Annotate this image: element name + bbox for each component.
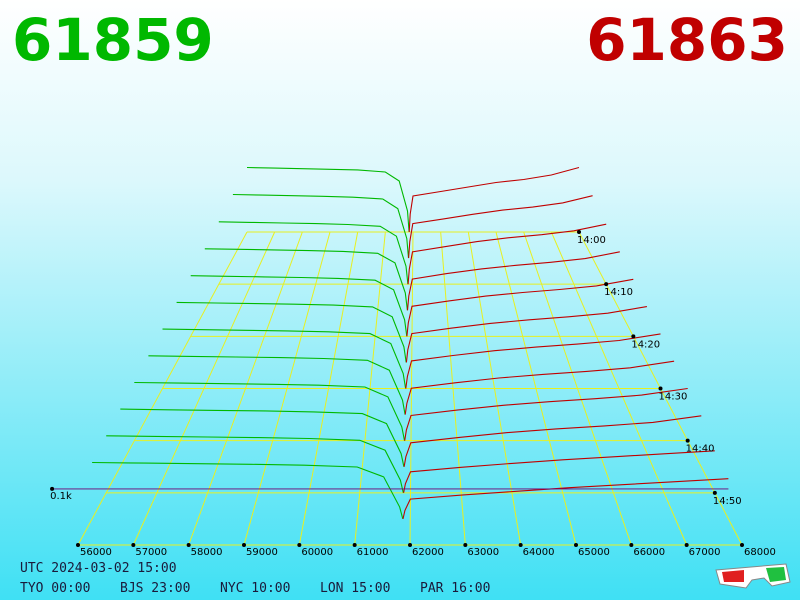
bid-depth-line <box>218 221 409 285</box>
bid-depth-line <box>134 381 406 441</box>
x-tick-label: 63000 <box>467 547 499 558</box>
x-tick-label: 58000 <box>191 547 223 558</box>
bid-depth-line <box>162 328 407 389</box>
3d-glasses-icon <box>715 563 791 589</box>
bid-depth-line <box>232 193 410 259</box>
labels: 56000 57000 58000 59000 60000 61000 62000 63000… <box>50 230 776 558</box>
tick-mark <box>740 543 744 547</box>
tick-mark <box>658 386 663 391</box>
t-tick-label: 14:40 <box>686 444 715 455</box>
tick-mark <box>50 486 55 491</box>
t-tick-label: 14:10 <box>604 287 633 298</box>
ask-price: 61863 <box>586 6 788 74</box>
tick-mark <box>352 543 357 547</box>
zone-time: PAR 16:00 <box>420 581 490 596</box>
tick-mark <box>463 543 468 547</box>
utc-time: UTC 2024-03-02 15:00 <box>20 561 177 576</box>
tick-mark <box>408 543 412 547</box>
ask-depth-line <box>404 387 688 441</box>
ask-depth-line <box>404 360 675 415</box>
tick-mark <box>604 282 609 287</box>
tick-mark <box>577 230 581 234</box>
ask-depth-line <box>405 333 661 389</box>
x-tick-label: 60000 <box>301 547 333 558</box>
x-tick-label: 56000 <box>80 547 112 558</box>
tick-mark <box>518 543 523 547</box>
bid-depth-line <box>176 301 407 363</box>
x-tick-label: 65000 <box>578 547 610 558</box>
ask-depth-line <box>408 195 593 259</box>
tick-mark <box>685 438 690 443</box>
t-tick-label: 14:00 <box>577 235 606 246</box>
tick-mark <box>297 543 302 547</box>
x-tick-label: 62000 <box>412 547 444 558</box>
tick-mark <box>76 543 80 547</box>
tick-mark <box>712 490 717 495</box>
ask-depth-line <box>407 223 607 285</box>
tick-mark <box>242 543 246 547</box>
ask-depth-line <box>402 478 729 520</box>
ask-depth-line <box>408 166 580 233</box>
bid-depth-line <box>190 275 408 337</box>
x-tick-label: 66000 <box>633 547 665 558</box>
ask-depth-line <box>406 278 634 337</box>
x-tick-label: 57000 <box>135 547 167 558</box>
x-tick-label: 67000 <box>689 547 721 558</box>
bid-depth-line <box>148 355 406 415</box>
zone-time: BJS 23:00 <box>120 581 190 596</box>
x-tick-label: 64000 <box>523 547 555 558</box>
tick-mark <box>186 543 191 547</box>
depth-lines <box>92 166 729 520</box>
zone-time: TYO 00:00 <box>20 581 90 596</box>
ask-depth-line <box>405 306 647 363</box>
tick-mark <box>684 543 689 547</box>
bid-depth-line <box>92 461 404 520</box>
z-tick-label: 0.1k <box>50 491 72 502</box>
x-tick-label: 61000 <box>357 547 389 558</box>
tick-mark <box>631 334 636 339</box>
t-tick-label: 14:50 <box>713 496 742 507</box>
ask-depth-line <box>403 415 702 467</box>
t-tick-label: 14:20 <box>631 339 660 350</box>
tick-mark <box>574 543 578 547</box>
ask-depth-line <box>403 450 715 493</box>
ask-depth-line <box>406 251 620 311</box>
bid-depth-line <box>204 248 408 311</box>
bid-depth-line <box>106 435 404 493</box>
zone-time: LON 15:00 <box>320 581 390 596</box>
bid-depth-line <box>246 166 410 233</box>
zone-time: NYC 10:00 <box>220 581 290 596</box>
bid-price: 61859 <box>12 6 214 74</box>
x-tick-label: 59000 <box>246 547 278 558</box>
x-tick-label: 68000 <box>744 547 776 558</box>
tick-mark <box>131 543 136 547</box>
bid-depth-line <box>120 408 405 467</box>
time-zones: TYO 00:00 BJS 23:00 NYC 10:00 LON 15:00 PAR … <box>20 581 490 596</box>
tick-mark <box>629 543 634 547</box>
t-tick-label: 14:30 <box>659 392 688 403</box>
